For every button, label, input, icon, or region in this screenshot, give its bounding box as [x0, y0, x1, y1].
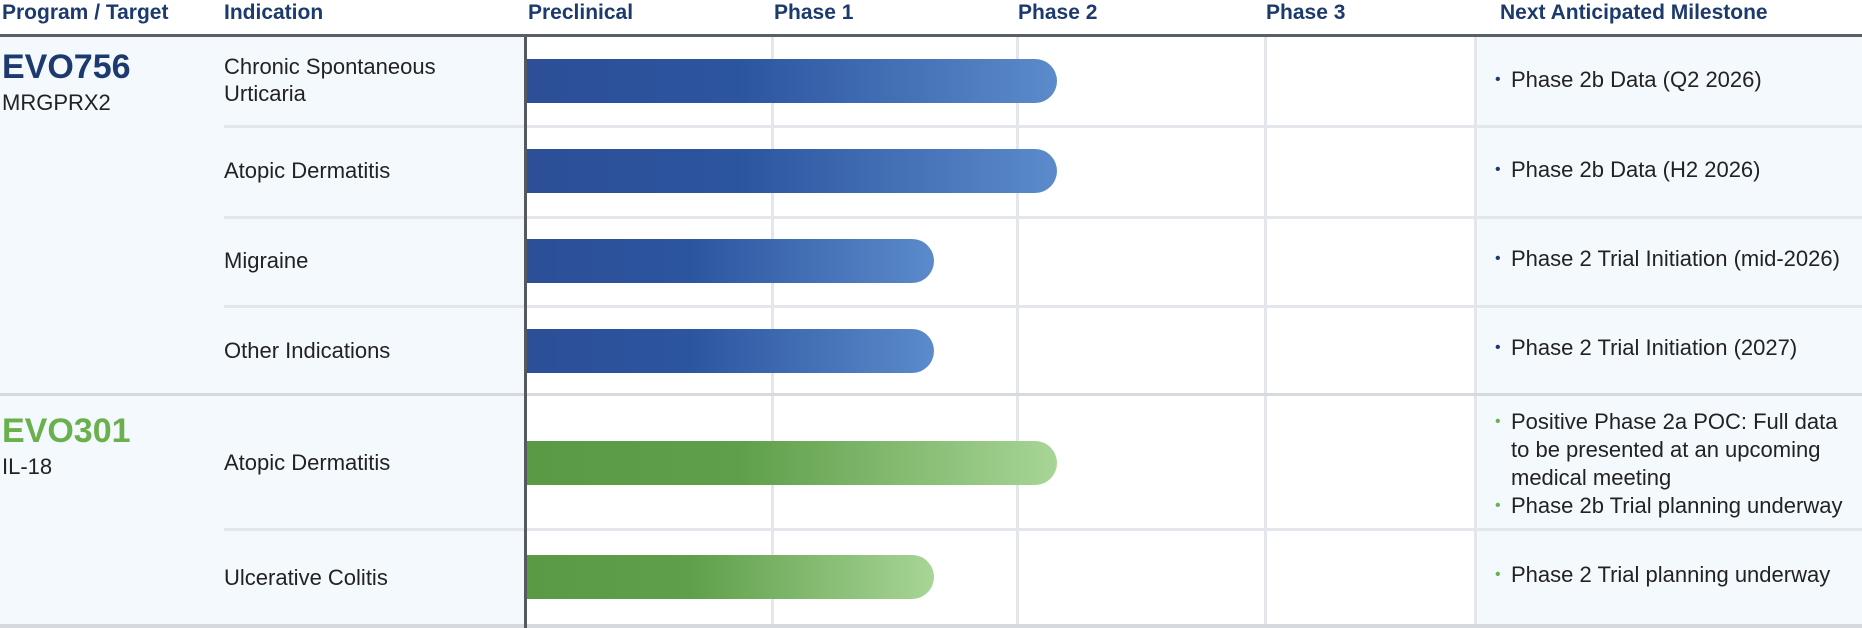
program-divider [0, 393, 1862, 396]
milestone-item: • Phase 2b Trial planning underway [1495, 493, 1843, 518]
header-rule [0, 34, 1862, 37]
header-phase1: Phase 1 [774, 1, 854, 24]
progress-bar-evo756-ad [527, 149, 1057, 193]
bottom-rule [0, 624, 1862, 628]
gridline-phase3 [1264, 37, 1267, 628]
indication-label: Other Indications [224, 338, 391, 363]
milestone-evo756-csu: • Phase 2b Data (Q2 2026) [1495, 66, 1762, 94]
progress-bar-evo756-migraine [527, 239, 934, 283]
milestone-item: • Phase 2 Trial Initiation (2027) [1495, 335, 1798, 360]
milestone-panel-evo756 [1476, 37, 1862, 393]
row-divider [224, 528, 1862, 531]
bullet-icon: • [1495, 71, 1501, 88]
gridline-phase2 [1016, 37, 1019, 628]
bullet-icon: • [1495, 339, 1501, 356]
milestone-item: • Positive Phase 2a POC: Full data to be … [1495, 409, 1838, 490]
header-phase3: Phase 3 [1266, 1, 1346, 24]
header-phase2: Phase 2 [1018, 1, 1098, 24]
milestone-evo301-ad: • Positive Phase 2a POC: Full data to be … [1495, 408, 1855, 520]
progress-bar-evo301-uc [527, 555, 934, 599]
program-name-evo301: EVO301 [2, 412, 131, 450]
progress-bar-evo756-csu [527, 59, 1057, 103]
bullet-icon: • [1495, 497, 1501, 514]
program-target-evo301: IL-18 [2, 454, 53, 479]
program-target-evo756: MRGPRX2 [2, 90, 111, 115]
program-panel-evo301 [0, 396, 220, 624]
program-name-evo756: EVO756 [2, 48, 131, 86]
row-divider [224, 305, 1862, 308]
row-divider [224, 125, 1862, 128]
gridline-milestone [1474, 37, 1477, 628]
pipeline-axis [524, 37, 527, 628]
header-milestone: Next Anticipated Milestone [1500, 1, 1768, 24]
indication-panel-evo756 [220, 37, 525, 393]
header-indication: Indication [224, 1, 324, 24]
program-panel-evo756 [0, 37, 220, 393]
milestone-item: • Phase 2b Data (Q2 2026) [1495, 67, 1762, 92]
milestone-evo301-uc: • Phase 2 Trial planning underway [1495, 561, 1830, 589]
bullet-icon: • [1495, 413, 1501, 430]
indication-label: Atopic Dermatitis [224, 450, 391, 475]
milestone-evo756-migraine: • Phase 2 Trial Initiation (mid-2026) [1495, 245, 1840, 273]
indication-label: Atopic Dermatitis [224, 158, 391, 183]
indication-label: Ulcerative Colitis [224, 565, 388, 590]
milestone-item: • Phase 2b Data (H2 2026) [1495, 157, 1761, 182]
bullet-icon: • [1495, 250, 1501, 267]
milestone-item: • Phase 2 Trial planning underway [1495, 562, 1831, 587]
milestone-evo756-other: • Phase 2 Trial Initiation (2027) [1495, 334, 1797, 362]
header-preclinical: Preclinical [528, 1, 634, 24]
progress-bar-evo756-other [527, 329, 934, 373]
indication-panel-evo301 [220, 396, 525, 624]
bullet-icon: • [1495, 161, 1501, 178]
row-divider [224, 216, 1862, 219]
indication-label: Migraine [224, 248, 309, 273]
milestone-item: • Phase 2 Trial Initiation (mid-2026) [1495, 246, 1840, 271]
header-program-target: Program / Target [2, 1, 169, 24]
milestone-evo756-ad: • Phase 2b Data (H2 2026) [1495, 156, 1761, 184]
progress-bar-evo301-ad [527, 441, 1057, 485]
indication-label: Chronic Spontaneous Urticaria [224, 54, 436, 106]
bullet-icon: • [1495, 566, 1501, 583]
milestone-panel-evo301 [1476, 396, 1862, 624]
